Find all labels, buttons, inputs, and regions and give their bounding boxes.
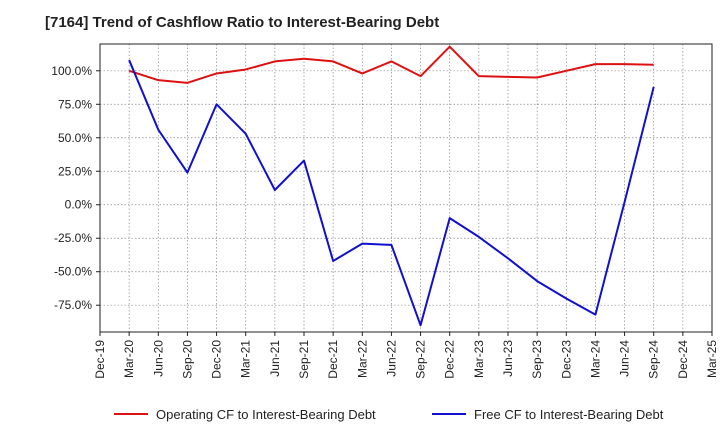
x-tick-label: Sep-24 [647, 340, 661, 379]
axis-layer: 100.0% 75.0% 50.0% 25.0% 0.0% -25.0% -50.0% -75… [51, 43, 719, 379]
chart-title: [7164] Trend of Cashflow Ratio to Intere… [45, 14, 440, 31]
y-tick-label: -25.0% [54, 231, 92, 245]
x-tick-label: Dec-20 [210, 340, 224, 379]
y-tick-label: 100.0% [51, 64, 92, 78]
x-tick-label: Jun-22 [384, 340, 398, 377]
legend-label-operating-cf: Operating CF to Interest-Bearing Debt [156, 407, 376, 422]
y-tick-label: -75.0% [54, 298, 92, 312]
x-tick-label: Jun-23 [501, 340, 515, 377]
x-tick-label: Sep-21 [297, 340, 311, 379]
x-tick-label: Dec-23 [559, 340, 573, 379]
series-line-operating-cf [128, 45, 654, 84]
x-tick-label: Dec-21 [326, 340, 340, 379]
x-tick-label: Mar-20 [122, 340, 136, 378]
plot-border [99, 43, 713, 333]
y-tick-label: 25.0% [58, 164, 92, 178]
y-tick-label: 0.0% [65, 198, 93, 212]
grid-layer [99, 44, 713, 332]
x-tick-label: Dec-24 [676, 340, 690, 379]
x-tick-label: Dec-19 [93, 340, 107, 379]
x-tick-label: Jun-20 [151, 340, 165, 377]
x-tick-label: Sep-20 [180, 340, 194, 379]
x-tick-label: Dec-22 [443, 340, 457, 379]
y-tick-label: 50.0% [58, 131, 92, 145]
y-tick-label: -50.0% [54, 265, 92, 279]
x-tick-label: Sep-23 [530, 340, 544, 379]
series-layer [128, 45, 655, 327]
x-tick-label: Mar-24 [588, 340, 602, 378]
x-tick-label: Jun-21 [268, 340, 282, 377]
y-tick-label: 75.0% [58, 97, 92, 111]
x-tick-label: Mar-25 [705, 340, 719, 378]
legend-layer: Operating CF to Interest-Bearing Debt Fre… [114, 407, 664, 422]
x-tick-label: Mar-23 [472, 340, 486, 378]
series-line-free-cf [128, 59, 655, 327]
x-tick-label: Mar-22 [355, 340, 369, 378]
x-tick-label: Sep-22 [414, 340, 428, 379]
x-tick-label: Mar-21 [239, 340, 253, 378]
legend-label-free-cf: Free CF to Interest-Bearing Debt [474, 407, 664, 422]
x-tick-label: Jun-24 [618, 340, 632, 377]
